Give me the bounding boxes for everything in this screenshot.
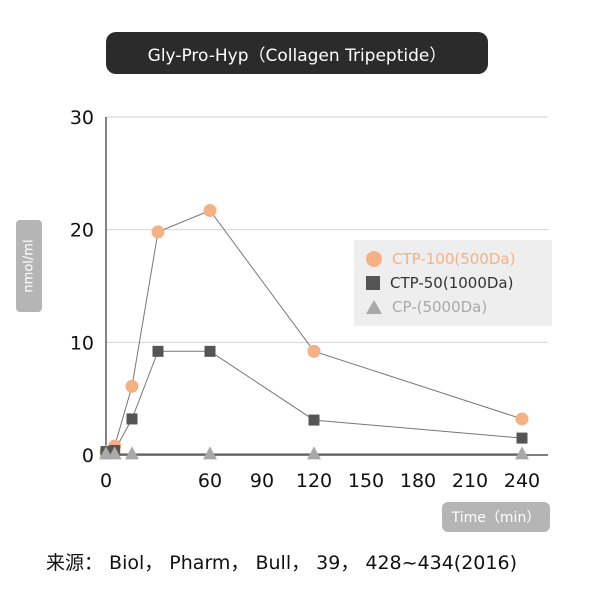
legend-label: CTP-50(1000Da) [390,274,514,292]
legend-label: CP-(5000Da) [392,298,488,316]
source-citation: 来源： Biol， Pharm， Bull， 39， 428~434(2016) [46,552,517,574]
data-point [125,379,139,393]
data-point [125,446,139,460]
x-tick-label: 210 [452,470,488,492]
legend-item: CTP-100(500Da) [366,250,515,268]
y-tick-label: 0 [82,445,94,467]
x-tick-label: 180 [400,470,436,492]
x-axis-label-text: Time（min） [451,510,541,526]
legend-marker-triangle [366,300,382,314]
data-point [515,446,529,460]
series-line-1 [105,350,523,453]
legend-marker-circle [366,251,382,267]
legend-item: CP-(5000Da) [366,298,487,316]
x-tick-label: 150 [348,470,384,492]
legend-item: CTP-50(1000Da) [366,274,513,292]
chart-title: Gly-Pro-Hyp（Collagen Tripeptide） [106,32,488,74]
data-point [151,225,165,239]
legend: CTP-100(500Da) CTP-50(1000Da) CP-(5000Da) [354,240,552,326]
chart-title-text: Gly-Pro-Hyp（Collagen Tripeptide） [147,45,447,66]
x-tick-label: 120 [296,470,332,492]
y-axis-label: nmol/ml [16,220,42,312]
data-point [203,446,217,460]
y-tick-label: 20 [70,220,94,242]
data-point [126,413,138,425]
x-tick-label: 240 [504,470,540,492]
data-point [307,446,321,460]
data-point [204,345,216,357]
data-point [107,446,122,460]
x-axis-label: Time（min） [442,502,550,532]
x-tick-label: 90 [250,470,274,492]
data-point [307,344,321,358]
data-point [515,412,529,426]
x-tick-label: 60 [198,470,222,492]
data-point [152,345,164,357]
y-tick-label: 10 [70,332,94,354]
data-point [308,414,320,426]
legend-label: CTP-100(500Da) [392,250,516,268]
legend-marker-square [366,276,380,290]
data-point [203,204,217,218]
data-point [516,432,528,444]
y-tick-label: 30 [70,107,94,129]
x-tick-label: 0 [100,470,112,492]
